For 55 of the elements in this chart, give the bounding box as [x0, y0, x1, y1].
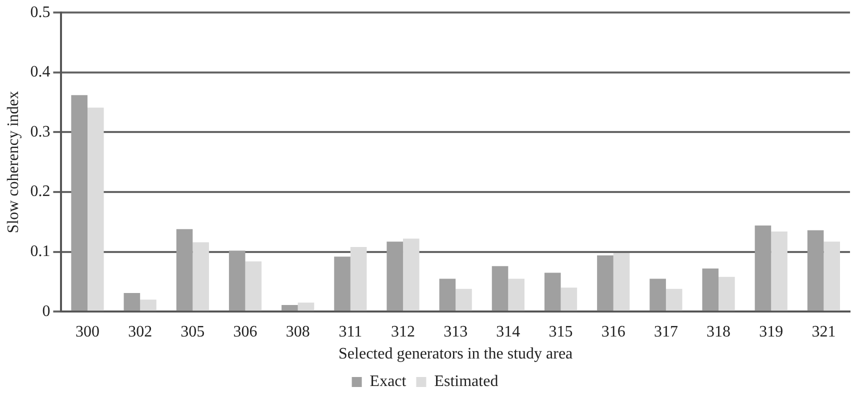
- bar: [613, 252, 630, 311]
- legend-label: Estimated: [434, 373, 498, 390]
- bar: [666, 288, 682, 311]
- bar: [350, 247, 367, 311]
- bar: [228, 250, 246, 311]
- bar: [508, 278, 524, 311]
- bar: [824, 242, 840, 311]
- bar: [386, 242, 404, 311]
- bar: [282, 305, 298, 311]
- bar: [718, 276, 735, 311]
- x-tick-label: 318: [706, 323, 731, 340]
- x-tick-label: 311: [338, 323, 362, 340]
- bar: [140, 300, 156, 311]
- bar: [245, 261, 262, 311]
- x-tick-label: 314: [496, 323, 520, 340]
- x-tick-label: 315: [548, 323, 573, 340]
- y-tick-label: 0.1: [30, 243, 50, 260]
- bar: [439, 278, 456, 311]
- x-tick-label: 316: [601, 323, 626, 340]
- x-tick-label: 306: [233, 323, 258, 340]
- bar: [597, 255, 614, 311]
- x-tick-label: 305: [180, 323, 205, 340]
- legend-label: Exact: [370, 373, 407, 390]
- x-tick-label: 302: [128, 323, 152, 340]
- bar: [334, 256, 350, 311]
- bar: [456, 288, 472, 311]
- y-tick-label: 0.2: [30, 183, 50, 200]
- bar: [298, 302, 314, 311]
- x-axis-title: Selected generators in the study area: [338, 346, 573, 363]
- bar: [192, 242, 209, 311]
- bar: [560, 288, 578, 311]
- y-tick-label: 0.5: [30, 4, 50, 21]
- bar: [71, 95, 88, 311]
- bar: [754, 225, 772, 311]
- y-axis-title: Slow coherency index: [4, 91, 22, 234]
- y-tick-label: 0.3: [30, 123, 50, 140]
- bar: [87, 108, 104, 311]
- bar: [492, 266, 508, 311]
- bar: [771, 231, 788, 311]
- bar: [544, 272, 561, 311]
- x-tick-label: 308: [286, 323, 310, 340]
- x-tick-label: 313: [444, 323, 468, 340]
- bar: [650, 278, 666, 311]
- x-tick-label: 312: [391, 323, 416, 340]
- bar: [702, 268, 719, 311]
- bar: [807, 230, 824, 311]
- bar: [403, 238, 420, 311]
- x-tick-label: 300: [75, 323, 100, 340]
- y-tick-label: 0.4: [30, 64, 50, 81]
- x-tick-label: 321: [812, 323, 836, 340]
- y-tick-label: 0: [42, 302, 50, 320]
- bar: [124, 293, 140, 311]
- x-tick-label: 319: [759, 323, 784, 340]
- x-tick-label: 317: [654, 323, 678, 340]
- bar: [176, 229, 193, 311]
